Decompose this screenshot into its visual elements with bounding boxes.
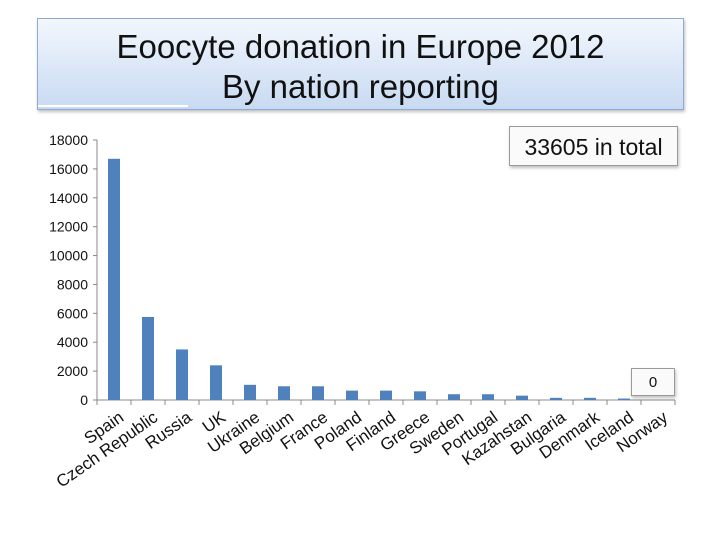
y-tick-label: 12000 <box>49 219 88 235</box>
y-tick-label: 6000 <box>57 305 88 321</box>
bar-denmark <box>584 397 596 400</box>
bar-spain <box>108 158 120 400</box>
y-tick-label: 0 <box>80 392 88 408</box>
bar-poland <box>346 390 358 400</box>
bar-czech-republic <box>142 316 154 400</box>
bar-finland <box>380 390 392 400</box>
zero-callout: 0 <box>631 368 675 396</box>
y-tick-label: 4000 <box>57 334 88 350</box>
bar-russia <box>176 349 188 400</box>
bar-sweden <box>448 394 460 400</box>
bar-uk <box>210 365 222 400</box>
y-tick-label: 10000 <box>49 248 88 264</box>
bar-kazahstan <box>516 395 528 400</box>
bar-bulgaria <box>550 397 562 400</box>
total-callout: 33605 in total <box>509 126 678 166</box>
chart-title: Eoocyte donation in Europe 2012 By natio… <box>37 18 684 110</box>
bar-iceland <box>618 398 630 400</box>
bar-greece <box>414 391 426 400</box>
title-underline-decoration <box>38 105 188 107</box>
chart-title-line-2: By nation reporting <box>221 68 499 105</box>
bar-portugal <box>482 394 494 400</box>
chart-title-line-1: Eoocyte donation in Europe 2012 <box>116 28 605 65</box>
y-tick-label: 16000 <box>49 161 88 177</box>
y-tick-label: 2000 <box>57 363 88 379</box>
bar-france <box>312 386 324 400</box>
bar-ukraine <box>244 384 256 400</box>
bar-belgium <box>278 386 290 400</box>
y-tick-label: 18000 <box>49 132 88 148</box>
y-tick-label: 14000 <box>49 190 88 206</box>
y-tick-label: 8000 <box>57 276 88 292</box>
